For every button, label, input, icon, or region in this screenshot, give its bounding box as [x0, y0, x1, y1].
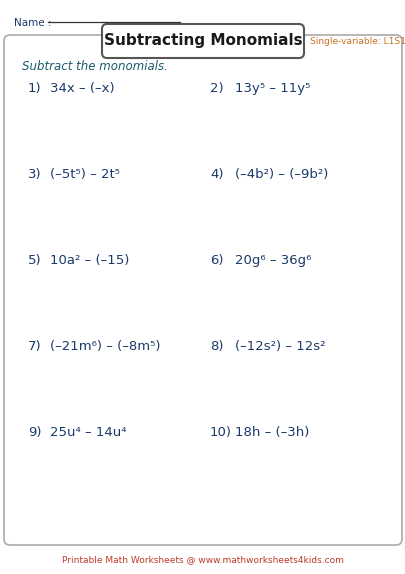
Text: 34x – (–x): 34x – (–x) [50, 82, 114, 95]
Text: 4): 4) [209, 168, 223, 181]
Text: Subtracting Monomials: Subtracting Monomials [103, 33, 302, 48]
Text: 8): 8) [209, 340, 223, 353]
Text: 10a² – (–15): 10a² – (–15) [50, 254, 129, 267]
Text: 25u⁴ – 14u⁴: 25u⁴ – 14u⁴ [50, 426, 126, 439]
Text: (–4b²) – (–9b²): (–4b²) – (–9b²) [234, 168, 328, 181]
Text: (–21m⁶) – (–8m⁵): (–21m⁶) – (–8m⁵) [50, 340, 160, 353]
FancyBboxPatch shape [4, 35, 401, 545]
Text: 10): 10) [209, 426, 231, 439]
Text: 2): 2) [209, 82, 223, 95]
FancyBboxPatch shape [102, 24, 303, 58]
Text: 20g⁶ – 36g⁶: 20g⁶ – 36g⁶ [234, 254, 311, 267]
Text: 18h – (–3h): 18h – (–3h) [234, 426, 309, 439]
Text: Name :: Name : [14, 18, 51, 28]
Text: Single-variable: L1S1: Single-variable: L1S1 [309, 37, 405, 45]
Text: 5): 5) [28, 254, 42, 267]
Text: 7): 7) [28, 340, 42, 353]
Text: (–12s²) – 12s²: (–12s²) – 12s² [234, 340, 325, 353]
Text: 1): 1) [28, 82, 42, 95]
Text: 6): 6) [209, 254, 223, 267]
Text: Printable Math Worksheets @ www.mathworksheets4kids.com: Printable Math Worksheets @ www.mathwork… [62, 555, 343, 564]
Text: 9): 9) [28, 426, 41, 439]
Text: Subtract the monomials.: Subtract the monomials. [22, 60, 167, 73]
Text: 3): 3) [28, 168, 42, 181]
Text: 13y⁵ – 11y⁵: 13y⁵ – 11y⁵ [234, 82, 309, 95]
Text: (–5t⁵) – 2t⁵: (–5t⁵) – 2t⁵ [50, 168, 120, 181]
